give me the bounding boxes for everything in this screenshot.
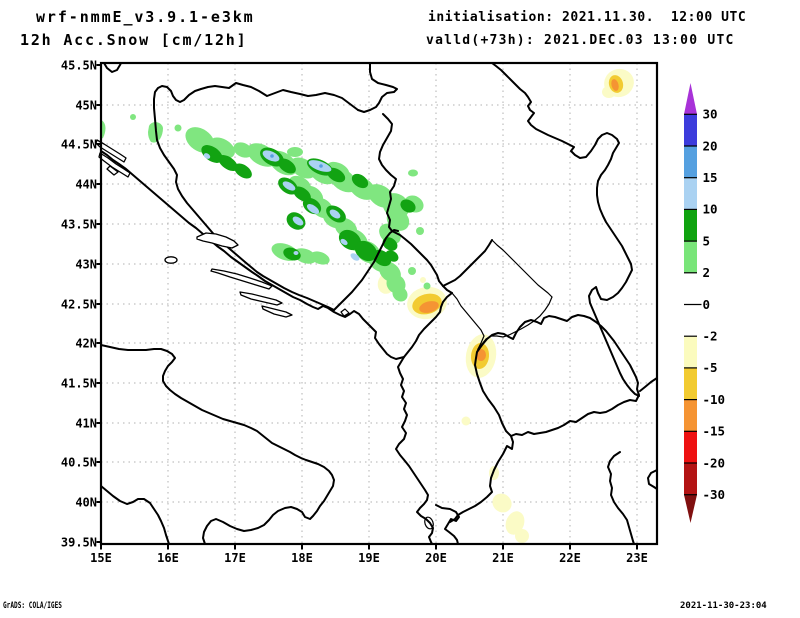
init-time: initialisation: 2021.11.30. 12:00 UTC [428,10,747,25]
colorbar-separators [684,113,702,496]
grid-lines [101,63,657,544]
coast-frame-hook [647,469,658,490]
colorbar-label: -2 [703,329,718,344]
colorbar-segment [684,146,697,178]
border-slovenia-croatia [103,62,122,73]
colorbar-label: -5 [703,360,718,375]
colorbar-label: -30 [703,487,726,502]
coast-kotor-detail [340,308,350,317]
lon-label: 16E [157,551,179,565]
colorbar-segment [684,399,697,432]
border-albania-greece [449,435,514,523]
coast-greece-thermaic [607,451,635,545]
colorbar-label: 0 [703,297,711,312]
border-macedonia [474,314,640,437]
map-frame [96,61,659,550]
lat-label: 43N [75,258,97,272]
model-title: wrf-nmmE_v3.9.1-e3km [36,8,255,26]
coast-greece-hook [435,504,460,545]
shading-snow-15cm [270,154,323,168]
colorbar-label: 5 [703,233,711,248]
colorbar-label: 2 [703,265,711,280]
island-corfu [424,516,434,530]
lat-label: 45.5N [61,59,97,73]
colorbar-label: 10 [703,202,718,217]
lon-label: 19E [358,551,380,565]
lat-label: 39.5N [61,536,97,550]
coast-italy-tyrrhenian [100,485,170,545]
lat-label: 44N [75,178,97,192]
lat-label: 44.5N [61,138,97,152]
shading-negative-gold [412,75,624,369]
border-bosnia-serbia-drina [378,113,453,294]
lat-ticks [96,64,101,543]
border-montenegro-albania [403,292,453,358]
colorbar-arrow-top [684,83,697,115]
border-bosnia-north-west [153,82,359,311]
colorbar-arrow-bottom [684,494,697,523]
lon-axis-labels: 15E 16E 17E 18E 19E 20E 21E 22E 23E [90,551,648,565]
lon-label: 20E [425,551,447,565]
grads-credit: GrADS: COLA/IGES [3,601,62,611]
valid-time: valld(+73h): 2021.DEC.03 13:00 UTC [426,33,735,48]
border-bulgaria-frame [639,377,658,392]
lon-label: 15E [90,551,112,565]
colorbar-segment [684,336,697,368]
colorbar-label: 30 [703,107,718,122]
lon-label: 17E [224,551,246,565]
colorbar-label: -20 [703,455,726,470]
lat-label: 41.5N [61,377,97,391]
shading-negative-orange [419,79,619,361]
border-serbia-kosovo [442,239,493,287]
border-croatia-serbia-danube [357,62,398,113]
colorbar-segment [684,431,697,463]
border-kosovo [451,239,553,353]
colorbar-segment [684,463,697,495]
coast-croatia-albania [100,150,434,545]
lat-label: 42.5N [61,298,97,312]
lon-ticks [100,544,638,550]
lon-label: 23E [626,551,648,565]
colorbar-segment [684,114,697,146]
colorbar-label: 15 [703,170,718,185]
colorbar-segment [684,367,697,400]
colorbar-label: -10 [703,392,726,407]
country-borders [95,62,658,545]
colorbar: 30 20 15 10 5 2 0 -2 -5 -10 -15 -20 -30 [684,83,725,523]
colorbar-label: 20 [703,138,718,153]
lat-label: 41N [75,417,97,431]
lon-label: 22E [559,551,581,565]
coast-italy-adriatic [100,344,335,545]
lat-label: 42N [75,337,97,351]
lon-label: 21E [492,551,514,565]
colorbar-segment [684,209,697,242]
colorbar-labels: 30 20 15 10 5 2 0 -2 -5 -10 -15 -20 -30 [703,107,726,502]
lat-label: 40.5N [61,456,97,470]
lat-label: 40N [75,496,97,510]
field-title: 12h Acc.Snow [cm/12h] [20,31,248,49]
colorbar-segment [684,241,697,273]
colorbar-segment [684,272,697,305]
timestamp: 2021-11-30-23:04 [680,601,767,611]
colorbar-label: -15 [703,424,726,439]
border-bosnia-montenegro [333,229,399,311]
lon-label: 18E [291,551,313,565]
colorbar-segment [684,177,697,210]
lat-label: 43.5N [61,218,97,232]
islands-dalmatia [95,139,293,318]
border-serbia-romania-bulgaria [491,62,640,397]
lat-axis-labels: 45.5N 45N 44.5N 44N 43.5N 43N 42.5N 42N … [61,59,97,550]
colorbar-segment [684,304,697,337]
lat-label: 45N [75,99,97,113]
